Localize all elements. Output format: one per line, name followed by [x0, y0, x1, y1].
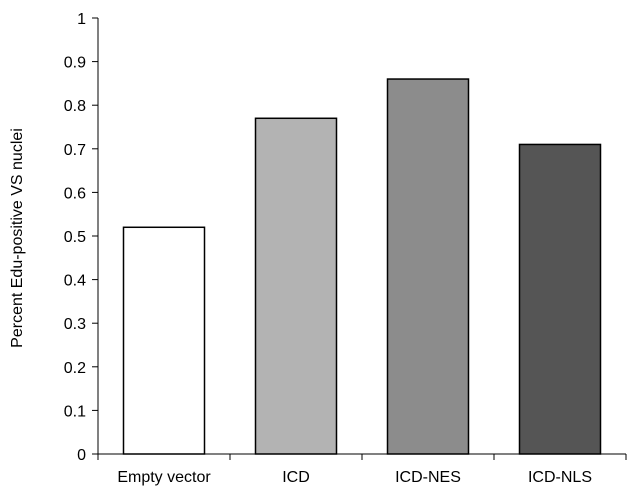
y-tick-label: 0.9: [64, 55, 86, 72]
x-category-label: ICD-NES: [395, 469, 461, 486]
y-tick-label: 0.1: [64, 403, 86, 420]
y-axis-title: Percent Edu-positive VS nuclei: [9, 128, 26, 348]
y-tick-label: 0.6: [64, 185, 86, 202]
bar-empty-vector: [122, 226, 206, 455]
y-axis-ticks: 0 0.1 0.2 0.3 0.4 0.5 0.6 0.7 0.8 0.9 1: [64, 11, 98, 464]
y-tick-label: 0.2: [64, 360, 86, 377]
y-tick-label: 0.7: [64, 142, 86, 159]
x-category-label: ICD: [282, 469, 310, 486]
x-category-label: Empty vector: [117, 469, 211, 486]
x-category-label: ICD-NLS: [528, 469, 592, 486]
x-axis-category-labels: Empty vector ICD ICD-NES ICD-NLS: [97, 454, 627, 486]
y-tick-label: 0: [77, 447, 86, 464]
y-tick-label: 0.4: [64, 273, 86, 290]
y-tick-label: 0.5: [64, 229, 86, 246]
y-tick-label: 0.8: [64, 98, 86, 115]
y-tick-label: 1: [77, 11, 86, 28]
bar-icd-nls: [518, 143, 602, 455]
bar-icd-nes: [386, 78, 470, 455]
y-tick-label: 0.3: [64, 316, 86, 333]
bar-icd: [254, 117, 338, 455]
bars: [122, 78, 602, 455]
